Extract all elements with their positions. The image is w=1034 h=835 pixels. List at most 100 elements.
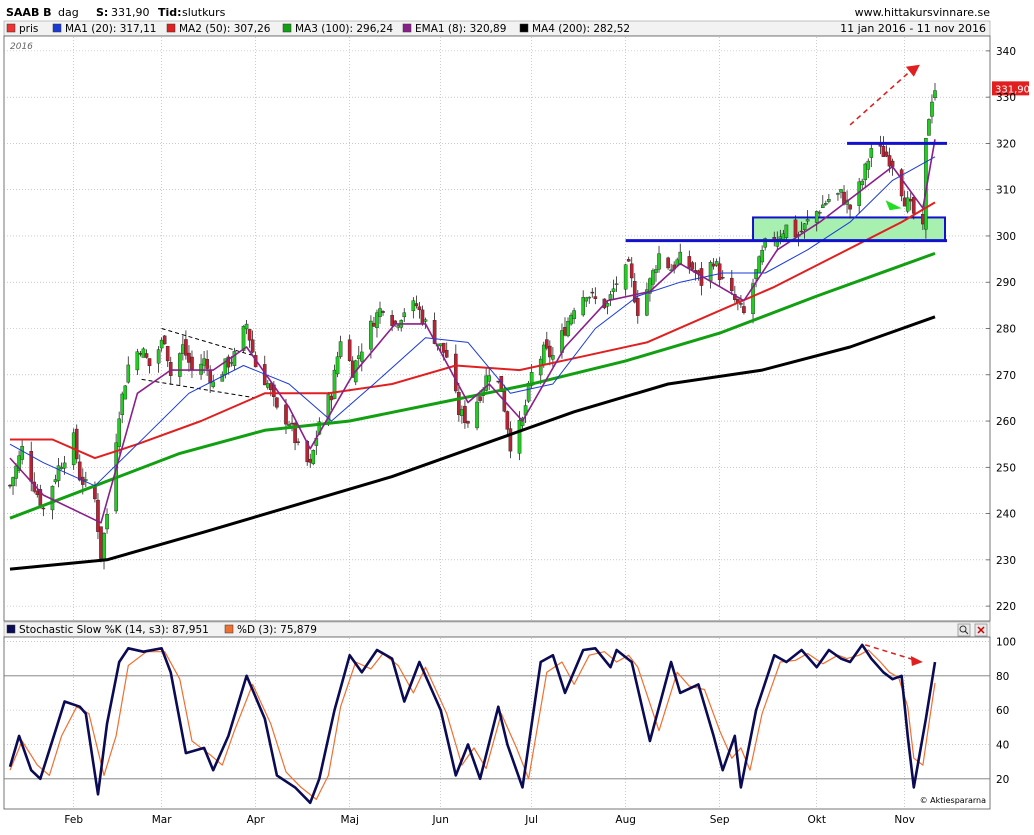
candle-body <box>463 405 467 424</box>
candle-body <box>754 269 758 279</box>
ma200-line <box>9 315 936 571</box>
candle-body <box>432 320 437 344</box>
candle-body <box>120 393 125 415</box>
candle-body <box>308 458 313 463</box>
last-price-value: 331,90 <box>995 84 1030 95</box>
legend-label: pris <box>19 23 38 35</box>
candle-body <box>505 411 510 430</box>
candle-body <box>781 233 786 240</box>
candle-body <box>742 306 746 314</box>
candle-body <box>284 404 288 425</box>
candle-body <box>608 294 613 300</box>
legend-label: %D (3): 75,879 <box>237 624 317 636</box>
y-tick-label: 250 <box>996 462 1016 474</box>
candle-body <box>329 395 334 401</box>
candle-body <box>487 375 491 382</box>
candle-body <box>839 189 843 193</box>
candle-body <box>165 345 170 362</box>
ma20-line <box>9 156 936 487</box>
candle-body <box>420 309 425 324</box>
candle-body <box>290 422 294 425</box>
candle-body <box>202 358 206 366</box>
candle-body <box>296 441 300 443</box>
x-tick-label: Mar <box>152 814 172 826</box>
candle-body <box>244 323 249 330</box>
candle-body <box>293 422 297 444</box>
candle-body <box>508 428 513 452</box>
y-tick-label: 270 <box>996 370 1016 382</box>
x-tick-label: Nov <box>894 814 915 826</box>
candle-body <box>20 446 24 460</box>
legend-label: Stochastic Slow %K (14, s3): 87,951 <box>19 624 209 636</box>
candle-body <box>802 223 807 230</box>
candle-body <box>11 477 15 487</box>
candle-body <box>375 312 379 329</box>
x-tick-label: Jun <box>431 814 448 826</box>
ma50-line <box>10 201 936 460</box>
candle-body <box>17 455 21 471</box>
candle-body <box>59 466 64 470</box>
x-tick-label: Sep <box>710 814 730 826</box>
candle-body <box>187 352 191 363</box>
candle-body <box>460 409 464 416</box>
candle-body <box>651 270 655 285</box>
legend-label: MA2 (50): 307,26 <box>179 23 271 35</box>
copyright-note: © Aktiespararna <box>920 796 986 805</box>
candle-body <box>908 199 913 202</box>
y-tick-label: 280 <box>996 324 1016 336</box>
candle-body <box>360 351 364 362</box>
candle-body <box>454 353 458 392</box>
candle-body <box>760 249 764 263</box>
percent-k-line <box>8 643 937 805</box>
candle-body <box>347 339 352 361</box>
candle-body <box>378 308 382 317</box>
zoom-icon[interactable] <box>957 623 971 637</box>
candle-body <box>572 310 576 320</box>
candle-body <box>611 288 616 292</box>
candle-body <box>757 256 761 274</box>
candle-body <box>645 289 649 316</box>
candle-body <box>820 204 825 209</box>
candle-body <box>538 358 543 376</box>
stoch-arrow-head <box>910 656 923 667</box>
legend-label: MA1 (20): 317,11 <box>65 23 156 35</box>
candle-body <box>827 199 831 202</box>
candle-body <box>478 396 482 401</box>
candle-body <box>793 219 798 238</box>
candle-body <box>587 296 592 299</box>
candle-body <box>927 119 931 136</box>
candle-body <box>105 514 109 530</box>
candle-body <box>250 339 255 353</box>
candle-body <box>35 490 40 495</box>
site-link[interactable]: www.hittakursvinnare.se <box>855 6 991 19</box>
candle-body <box>208 369 212 384</box>
candle-body <box>8 484 12 487</box>
period-label: dag <box>58 6 79 19</box>
y-tick-label: 300 <box>996 231 1016 243</box>
candle-body <box>414 303 419 307</box>
candle-body <box>708 262 713 281</box>
candle-body <box>178 353 182 377</box>
candle-body <box>53 479 58 483</box>
legend-swatch <box>224 624 234 634</box>
candle-body <box>590 291 595 294</box>
candle-body <box>824 203 828 205</box>
candle-body <box>168 362 173 376</box>
tid-value: slutkurs <box>182 6 226 19</box>
candle-body <box>41 507 46 510</box>
candle-body <box>77 461 82 481</box>
candle-body <box>247 329 252 341</box>
candle-body <box>687 256 692 268</box>
candle-body <box>265 383 270 388</box>
candle-body <box>563 327 567 336</box>
candle-body <box>484 375 488 391</box>
candle-body <box>335 356 340 375</box>
candle-body <box>332 369 337 399</box>
x-tick-label: Aug <box>615 814 636 826</box>
close-panel-icon[interactable] <box>974 623 988 637</box>
candle-body <box>14 465 18 479</box>
candle-body <box>678 251 683 265</box>
candle-body <box>241 325 246 351</box>
candle-body <box>144 353 149 358</box>
tid-label: Tid: <box>158 6 182 19</box>
